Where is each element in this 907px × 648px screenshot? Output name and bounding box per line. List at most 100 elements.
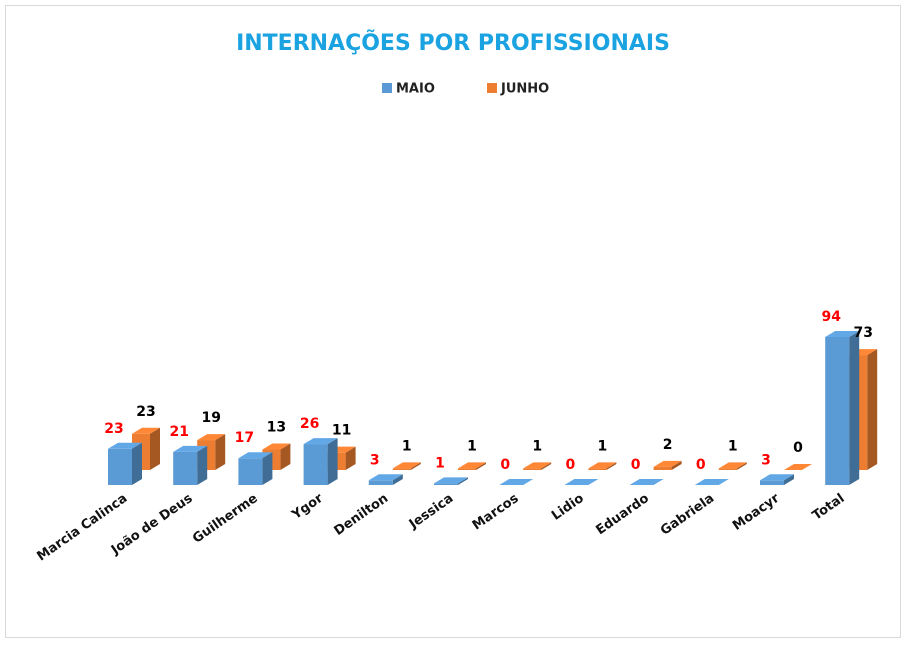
bar-top: [760, 474, 794, 481]
bar-side: [280, 443, 291, 470]
bar-top: [392, 462, 421, 469]
bar-side: [541, 462, 552, 470]
bar-front: [718, 468, 737, 470]
bar-side: [410, 462, 421, 470]
bar-top: [108, 442, 142, 449]
bar-top: [368, 474, 403, 481]
bar: [238, 452, 273, 485]
data-label: 0: [500, 457, 510, 473]
bar-side: [476, 462, 486, 470]
bar-side: [392, 474, 403, 485]
bar-side: [197, 445, 208, 485]
bar-top: [629, 479, 664, 485]
bar: [718, 462, 747, 470]
legend-swatch: [382, 83, 392, 93]
data-label: 1: [402, 438, 412, 454]
bar-front: [108, 448, 132, 485]
bar-side: [345, 446, 356, 470]
bar: [523, 462, 552, 470]
bar-side: [327, 438, 338, 485]
bar: [458, 462, 486, 470]
bar: [108, 442, 142, 485]
bar-top: [238, 452, 273, 459]
bar-top: [694, 479, 729, 485]
data-label: 1: [435, 455, 445, 471]
chart-border: [5, 5, 901, 638]
bar-top: [718, 462, 747, 469]
bar-top: [564, 479, 599, 485]
bar: [499, 479, 534, 485]
data-label: 1: [728, 438, 738, 454]
bar-side: [736, 462, 747, 470]
bar-front: [392, 468, 411, 470]
bar-side: [849, 331, 860, 485]
data-label: 3: [370, 452, 380, 468]
bar-side: [458, 477, 468, 485]
bar-side: [150, 427, 160, 470]
chart-title: INTERNAÇÕES POR PROFISSIONAIS: [236, 30, 670, 56]
bar: [653, 460, 682, 470]
bar-front: [588, 468, 607, 470]
data-label: 1: [598, 438, 608, 454]
bar-top: [588, 462, 617, 469]
bar: [564, 479, 599, 485]
bar-front: [368, 480, 393, 485]
bar-front: [760, 480, 784, 485]
bar-front: [434, 483, 458, 485]
data-label: 23: [104, 421, 123, 437]
bar-side: [262, 452, 273, 485]
data-label: 3: [761, 452, 771, 468]
bar-front: [303, 444, 328, 485]
data-label: 11: [332, 423, 351, 439]
bar-front: [458, 468, 476, 470]
bar-top: [653, 460, 682, 467]
bar-top: [132, 427, 160, 434]
data-label: 0: [566, 457, 576, 473]
data-label: 21: [169, 424, 188, 440]
bar: [303, 438, 338, 485]
bar-side: [867, 349, 878, 470]
data-label: 1: [532, 438, 542, 454]
bar: [825, 331, 860, 485]
data-label: 0: [696, 457, 706, 473]
data-label: 0: [793, 440, 803, 456]
legend-label: JUNHO: [500, 82, 549, 97]
data-label: 1: [467, 438, 477, 454]
bar-top: [262, 443, 291, 450]
legend-label: MAIO: [396, 82, 435, 97]
bar: [784, 464, 812, 470]
bar: [434, 477, 468, 485]
data-label: 94: [821, 309, 841, 325]
bar: [629, 479, 664, 485]
bar-top: [434, 477, 468, 484]
bar: [694, 479, 729, 485]
bar-side: [215, 434, 226, 470]
bar-top: [499, 479, 534, 485]
bar-side: [606, 462, 617, 470]
bar-top: [173, 445, 208, 452]
bar-front: [173, 451, 198, 485]
data-label: 13: [267, 420, 286, 436]
bar-front: [238, 458, 263, 485]
bar-top: [784, 464, 812, 470]
bar-side: [671, 460, 682, 470]
bar-top: [197, 434, 226, 441]
bar-front: [653, 466, 672, 470]
bar-side: [784, 474, 794, 485]
bar-front: [523, 468, 542, 470]
legend-swatch: [487, 83, 497, 93]
data-label: 73: [853, 325, 872, 341]
bar-top: [523, 462, 552, 469]
data-label: 19: [201, 410, 220, 426]
bar-top: [303, 438, 338, 445]
bar: [368, 474, 403, 485]
bar: [173, 445, 208, 485]
bar-top: [458, 462, 486, 469]
bar-side: [132, 442, 142, 485]
bar-front: [825, 337, 850, 485]
data-label: 26: [300, 416, 319, 432]
bar: [588, 462, 617, 470]
bar-top: [825, 331, 860, 337]
data-label: 0: [631, 457, 641, 473]
